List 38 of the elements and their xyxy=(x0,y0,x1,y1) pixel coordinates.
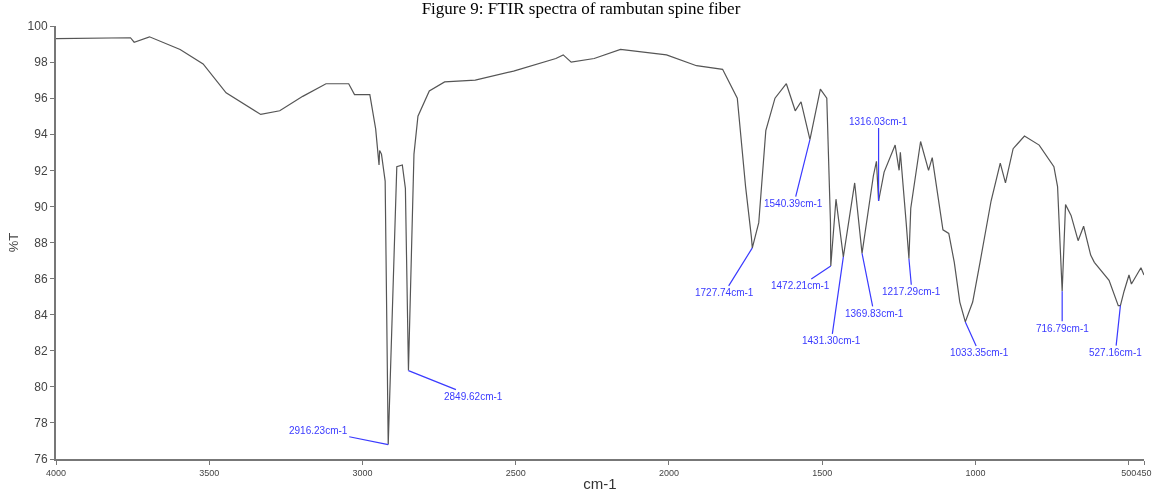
x-tick-label: 500 xyxy=(1121,467,1137,478)
y-tick-label: 98 xyxy=(34,55,48,70)
y-tick-label: 96 xyxy=(34,91,48,106)
annotation: 1217.29cm-1 xyxy=(882,286,941,297)
annotation: 1369.83cm-1 xyxy=(845,308,904,319)
y-tick-label: 76 xyxy=(34,452,48,467)
y-tick-label: 82 xyxy=(34,343,48,358)
y-tick-label: 100 xyxy=(27,19,48,34)
x-tick-label: 1500 xyxy=(812,467,833,478)
y-tick-label: 78 xyxy=(34,416,48,431)
x-tick-label: 3000 xyxy=(352,467,373,478)
y-tick-label: 86 xyxy=(34,271,48,286)
y-tick-label: 94 xyxy=(34,127,48,142)
y-axis-title: %T xyxy=(6,232,22,253)
annotation: 1431.30cm-1 xyxy=(802,335,861,346)
annotation: 1316.03cm-1 xyxy=(849,116,908,127)
y-tick-label: 90 xyxy=(34,199,48,214)
y-tick-label: 80 xyxy=(34,380,48,395)
x-tick-label: 3500 xyxy=(199,467,220,478)
line-series xyxy=(56,36,1144,446)
annotation: 527.16cm-1 xyxy=(1089,347,1143,358)
annotation: 1472.21cm-1 xyxy=(771,280,830,291)
x-tick-label: 450 xyxy=(1136,467,1152,478)
annotation: 1540.39cm-1 xyxy=(764,198,823,209)
y-tick-label: 84 xyxy=(34,307,48,322)
x-tick-label: 2500 xyxy=(505,467,526,478)
annotation: 716.79cm-1 xyxy=(1036,323,1090,334)
y-tick-label: 88 xyxy=(34,235,48,250)
chart-title: Figure 9: FTIR spectra of rambutan spine fiber xyxy=(421,0,741,19)
x-tick-label: 1000 xyxy=(965,467,986,478)
x-tick-label: 2000 xyxy=(658,467,679,478)
y-tick-label: 92 xyxy=(34,163,48,178)
annotation: 1033.35cm-1 xyxy=(950,347,1009,358)
x-axis-title: cm-1 xyxy=(583,475,617,493)
annotation: 2849.62cm-1 xyxy=(444,391,503,402)
x-tick-label: 4000 xyxy=(45,467,67,478)
annotation: 1727.74cm-1 xyxy=(695,287,754,298)
annotation: 2916.23cm-1 xyxy=(289,425,348,436)
